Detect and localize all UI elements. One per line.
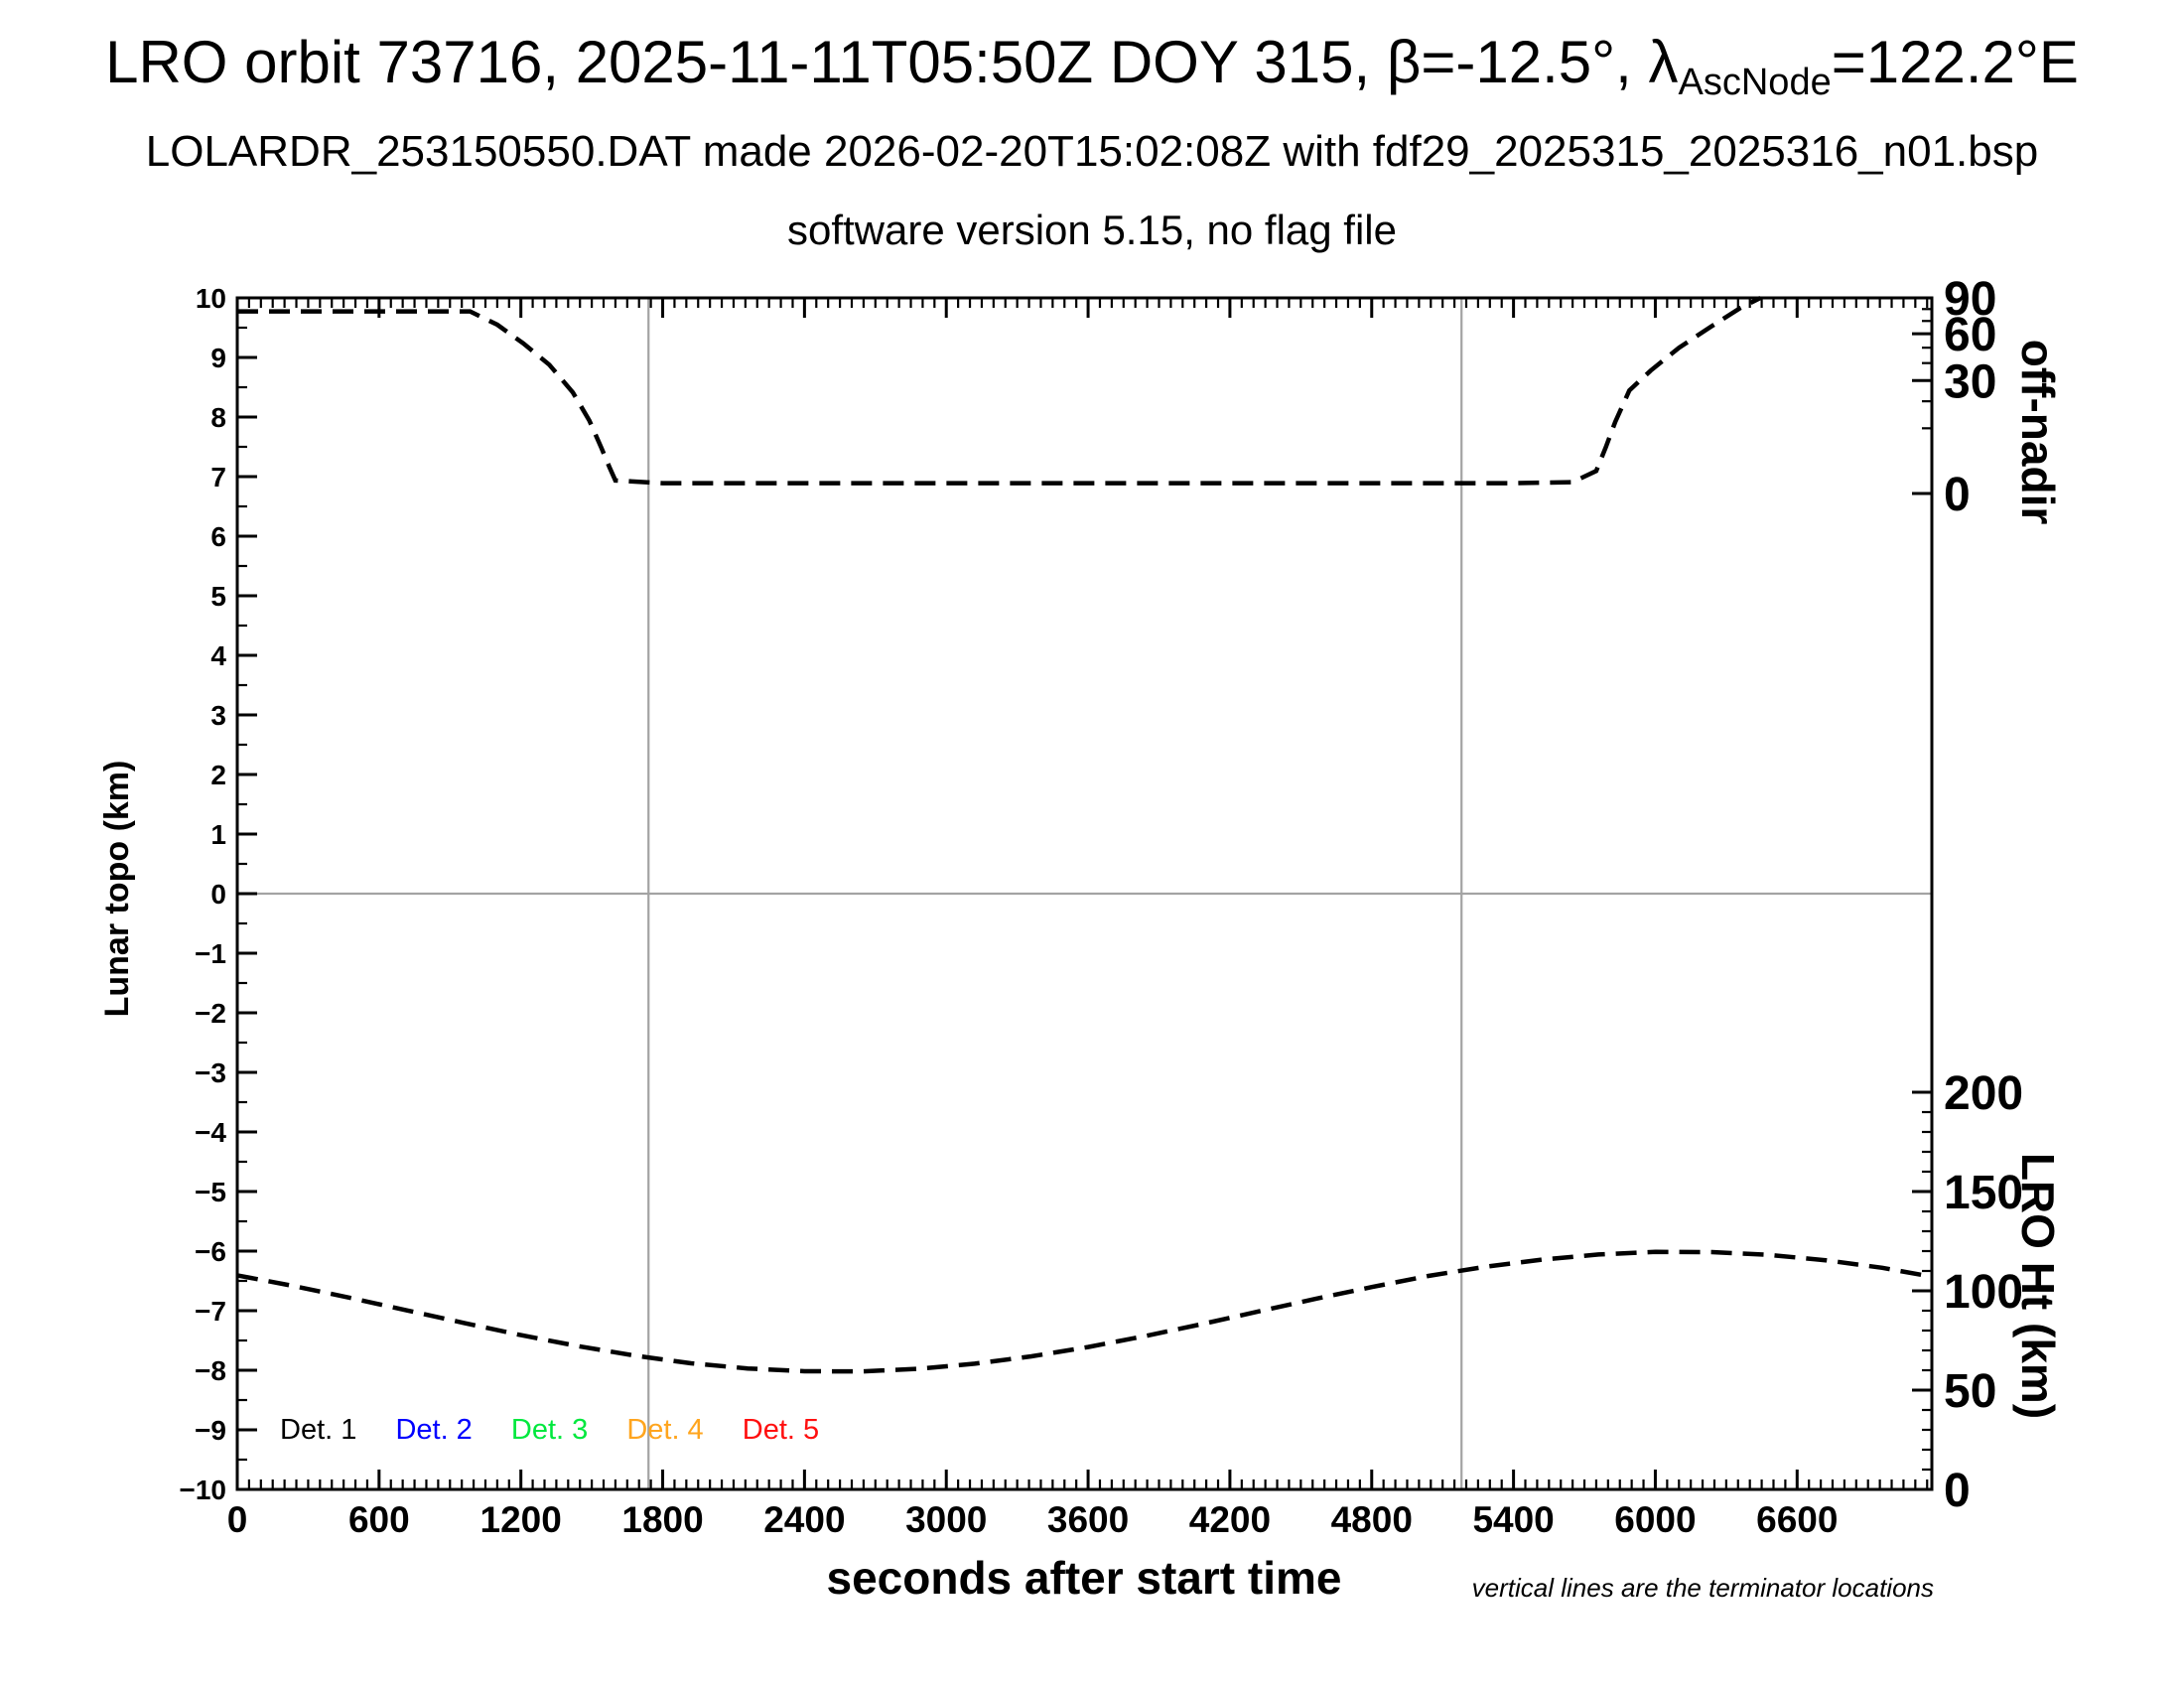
software-version-line: software version 5.15, no flag file [786,207,1397,253]
y-left-tick-label: −9 [195,1415,226,1446]
legend-item-det2: Det. 2 [395,1414,473,1446]
y-left-tick-label: −7 [195,1296,226,1327]
x-tick-label: 600 [348,1499,410,1540]
x-tick-label: 5400 [1472,1499,1554,1540]
y-left-tick-label: 8 [210,402,226,433]
y-left-tick-label: 0 [210,879,226,910]
ht-tick-label: 100 [1944,1266,2023,1319]
offnadir-tick-label: 90 [1944,273,1996,326]
ht-tick-label: 0 [1944,1465,1971,1517]
y-left-tick-label: 7 [210,462,226,492]
offnadir-tick-label: 60 [1944,309,1996,361]
x-tick-label: 4200 [1189,1499,1271,1540]
detector-legend: Det. 1 Det. 2 Det. 3 Det. 4 Det. 5 [280,1414,850,1447]
legend-item-det1: Det. 1 [280,1414,357,1446]
legend-item-det3: Det. 3 [510,1414,589,1446]
data-file-subtitle: LOLARDR_253150550.DAT made 2026-02-20T15… [145,127,2039,176]
y-left-tick-label: 2 [210,760,226,790]
x-axis-label: seconds after start time [826,1552,1342,1604]
title-suffix: =122.2°E [1831,29,2079,95]
y-left-tick-label: 1 [210,819,226,850]
x-tick-label: 3000 [905,1499,987,1540]
y-left-tick-label: −6 [195,1236,226,1267]
off-nadir-curve [237,295,1762,486]
x-tick-label: 1200 [480,1499,562,1540]
y-left-tick-label: −4 [195,1117,226,1148]
y-left-tick-label: 9 [210,343,226,373]
legend-item-det4: Det. 4 [626,1414,704,1446]
lro-height-curve [236,1249,1933,1374]
y-left-tick-label: −3 [195,1057,226,1088]
title-subscript: AscNode [1678,62,1832,103]
x-tick-label: 6000 [1614,1499,1696,1540]
ht-tick-label: 50 [1944,1365,1996,1418]
page-title: LRO orbit 73716, 2025-11-11T05:50Z DOY 3… [0,28,2184,103]
y-left-tick-label: 10 [196,283,226,314]
x-tick-label: 0 [227,1499,248,1540]
x-tick-label: 6600 [1756,1499,1838,1540]
y-axis-label-lro-height: LRO Ht (km) [2012,1152,2064,1420]
y-left-tick-label: 3 [210,700,226,731]
offnadir-tick-label: 30 [1944,355,1996,408]
x-tick-label: 3600 [1047,1499,1129,1540]
y-left-tick-label: −1 [195,938,226,969]
y-left-tick-label: −10 [180,1475,227,1505]
x-tick-label: 4800 [1331,1499,1413,1540]
terminator-note: vertical lines are the terminator locati… [1471,1573,1934,1603]
y-left-tick-label: 4 [210,640,226,671]
offnadir-tick-label: 0 [1944,469,1971,521]
legend-item-det5: Det. 5 [742,1414,820,1446]
y-axis-label-lunar-topo: Lunar topo (km) [98,760,136,1018]
y-left-tick-label: 5 [210,581,226,612]
title-prefix: LRO orbit 73716, 2025-11-11T05:50Z DOY 3… [105,29,1679,95]
y-left-tick-label: −2 [195,998,226,1029]
y-axis-label-off-nadir: off-nadir [2012,339,2064,525]
y-left-tick-label: 6 [210,521,226,552]
y-left-tick-label: −8 [195,1355,226,1386]
x-tick-label: 2400 [763,1499,845,1540]
y-left-tick-label: −5 [195,1177,226,1207]
ht-tick-label: 150 [1944,1167,2023,1219]
ht-tick-label: 200 [1944,1067,2023,1120]
x-tick-label: 1800 [621,1499,703,1540]
